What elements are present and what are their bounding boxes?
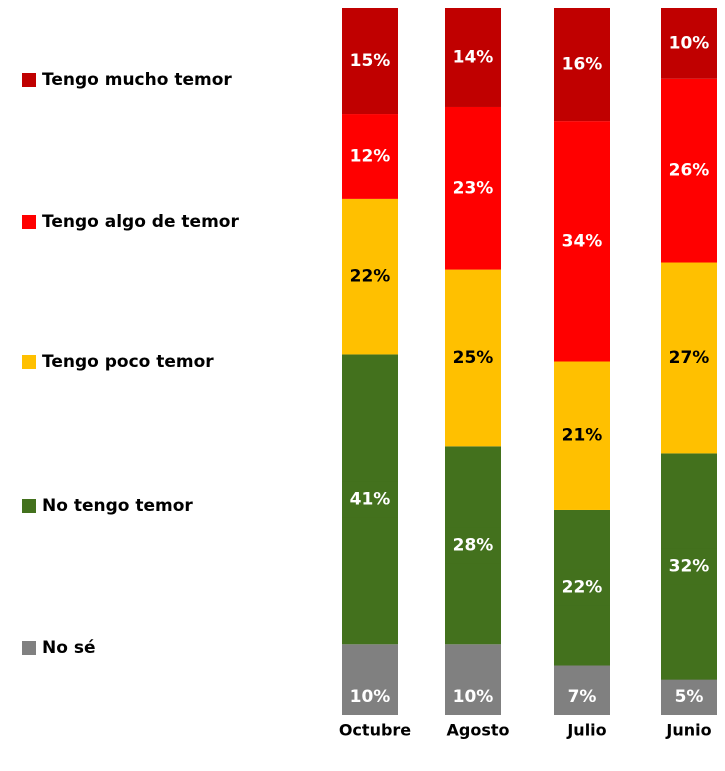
data-label: 41% xyxy=(350,489,391,509)
data-label: 34% xyxy=(562,231,603,251)
data-label: 12% xyxy=(350,146,391,166)
data-label: 22% xyxy=(562,578,603,598)
legend-label: No tengo temor xyxy=(42,496,193,516)
legend-swatch xyxy=(22,355,36,369)
x-tick-label: Octubre xyxy=(339,721,411,740)
data-label: 23% xyxy=(453,178,494,198)
label-box xyxy=(445,527,501,564)
label-box xyxy=(554,679,610,715)
data-label: 16% xyxy=(562,55,603,75)
label-box xyxy=(554,223,610,260)
data-label: 25% xyxy=(453,348,494,368)
data-label: 10% xyxy=(453,687,494,707)
legend-label: No sé xyxy=(42,638,95,658)
legend-swatch xyxy=(22,641,36,655)
legend-label: Tengo poco temor xyxy=(42,352,214,372)
bar-segment xyxy=(661,262,717,454)
x-tick-label: Junio xyxy=(665,721,711,740)
label-box xyxy=(661,25,717,62)
data-label: 22% xyxy=(350,267,391,287)
data-label: 21% xyxy=(562,426,603,446)
legend-swatch xyxy=(22,499,36,513)
data-label: 27% xyxy=(669,348,710,368)
label-box xyxy=(445,170,501,207)
data-label: 14% xyxy=(453,47,494,67)
legend-swatch xyxy=(22,73,36,87)
x-tick-label: Agosto xyxy=(447,721,510,740)
label-box xyxy=(342,138,398,175)
data-label: 10% xyxy=(350,687,391,707)
label-box xyxy=(661,679,717,715)
data-label: 5% xyxy=(675,687,704,707)
x-tick-label: Julio xyxy=(566,721,606,740)
legend-label: Tengo mucho temor xyxy=(42,70,232,90)
legend-swatch xyxy=(22,215,36,229)
bar-segment xyxy=(445,269,501,447)
label-box xyxy=(445,679,501,715)
label-box xyxy=(342,679,398,715)
data-label: 15% xyxy=(350,51,391,71)
label-box xyxy=(342,481,398,518)
label-box xyxy=(661,548,717,585)
label-box xyxy=(661,152,717,189)
data-label: 7% xyxy=(568,687,597,707)
data-label: 10% xyxy=(669,33,710,53)
data-label: 28% xyxy=(453,535,494,555)
label-box xyxy=(554,569,610,606)
label-box xyxy=(342,43,398,80)
label-box xyxy=(554,46,610,83)
data-label: 32% xyxy=(669,557,710,577)
bar-segment xyxy=(342,198,398,355)
legend-label: Tengo algo de temor xyxy=(42,212,239,232)
bar-segment xyxy=(554,361,610,510)
data-label: 26% xyxy=(669,161,710,181)
label-box xyxy=(445,39,501,76)
